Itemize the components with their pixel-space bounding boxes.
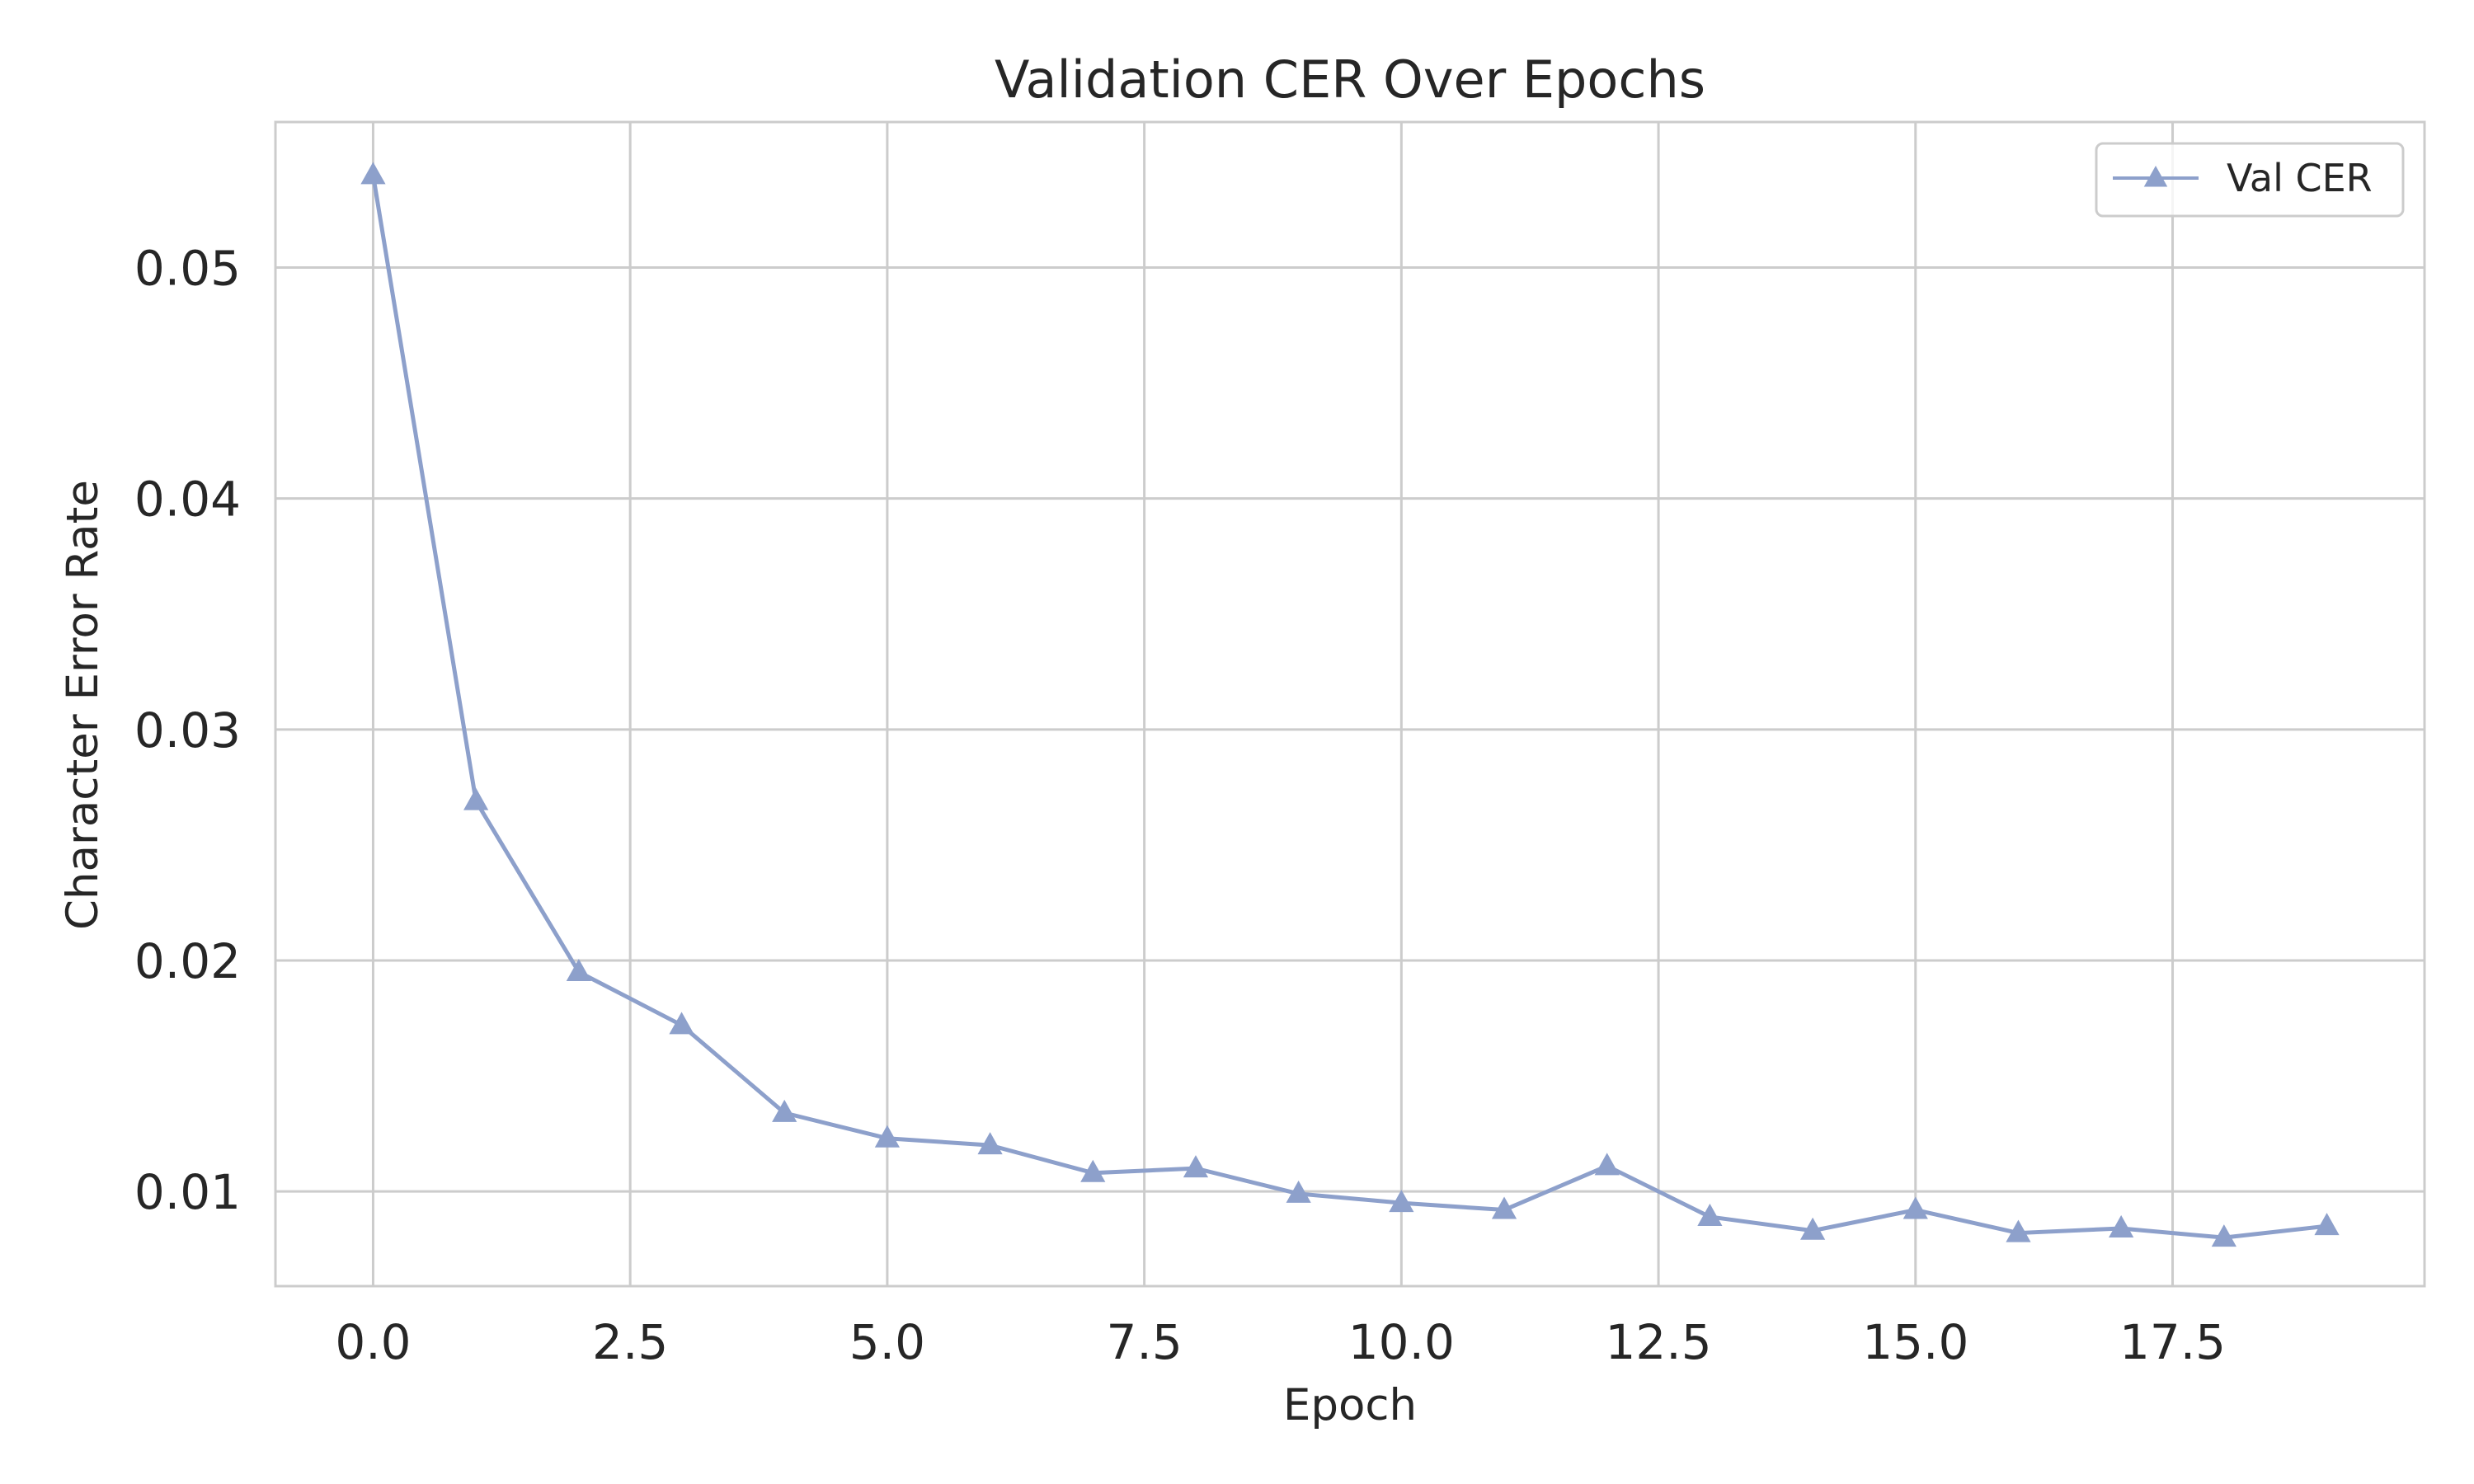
data-point-marker — [360, 162, 386, 185]
y-axis-label: Character Error Rate — [58, 480, 108, 930]
data-point-marker — [1903, 1196, 1928, 1219]
plot-area-frame — [274, 120, 2426, 1288]
data-point-marker — [874, 1125, 901, 1148]
data-point-marker — [669, 1012, 694, 1035]
x-tick-label: 5.0 — [849, 1314, 925, 1370]
x-tick-label: 2.5 — [592, 1314, 668, 1370]
series-line-val-cer — [370, 175, 2327, 1240]
legend-label-val-cer: Val CER — [2227, 156, 2373, 200]
data-point-marker — [1697, 1203, 1723, 1226]
data-point-marker — [2006, 1219, 2031, 1242]
data-point-marker — [1491, 1196, 1517, 1219]
x-tick-label: 15.0 — [1862, 1314, 1968, 1370]
y-tick-label: 0.03 — [134, 702, 241, 758]
y-tick-label: 0.02 — [134, 933, 241, 989]
data-point-marker — [1799, 1217, 1826, 1240]
grid-lines — [275, 122, 2425, 1286]
x-tick-label: 17.5 — [2119, 1314, 2226, 1370]
data-point-marker — [1389, 1190, 1414, 1213]
data-point-marker — [1594, 1153, 1620, 1176]
data-point-marker — [2211, 1224, 2236, 1247]
legend-box — [2095, 142, 2405, 218]
data-point-marker — [772, 1099, 797, 1122]
data-point-marker — [1183, 1155, 1209, 1178]
y-tick-label: 0.01 — [134, 1164, 241, 1220]
legend-marker-triangle — [2143, 166, 2168, 187]
data-point-marker — [2109, 1214, 2134, 1237]
legend: Val CER — [2095, 142, 2405, 218]
data-point-marker — [1286, 1180, 1311, 1203]
x-tick-label: 7.5 — [1106, 1314, 1182, 1370]
series-layer — [360, 162, 2340, 1247]
y-tick-label: 0.04 — [134, 472, 241, 528]
data-point-marker — [463, 787, 489, 810]
data-point-marker — [977, 1132, 1003, 1155]
data-point-marker — [1080, 1159, 1106, 1182]
x-tick-label: 10.0 — [1348, 1314, 1455, 1370]
x-axis-ticks: 0.0 2.5 5.0 7.5 10.0 12.5 15.0 17.5 — [335, 1314, 2226, 1370]
data-point-marker — [2314, 1213, 2340, 1236]
data-point-marker — [566, 958, 591, 981]
x-axis-label: Epoch — [1283, 1380, 1417, 1430]
x-tick-label: 0.0 — [335, 1314, 411, 1370]
chart-title: Validation CER Over Epochs — [995, 49, 1705, 110]
x-tick-label: 12.5 — [1605, 1314, 1711, 1370]
y-axis-ticks: 0.01 0.02 0.03 0.04 0.05 — [134, 241, 241, 1221]
y-tick-label: 0.05 — [134, 241, 241, 297]
